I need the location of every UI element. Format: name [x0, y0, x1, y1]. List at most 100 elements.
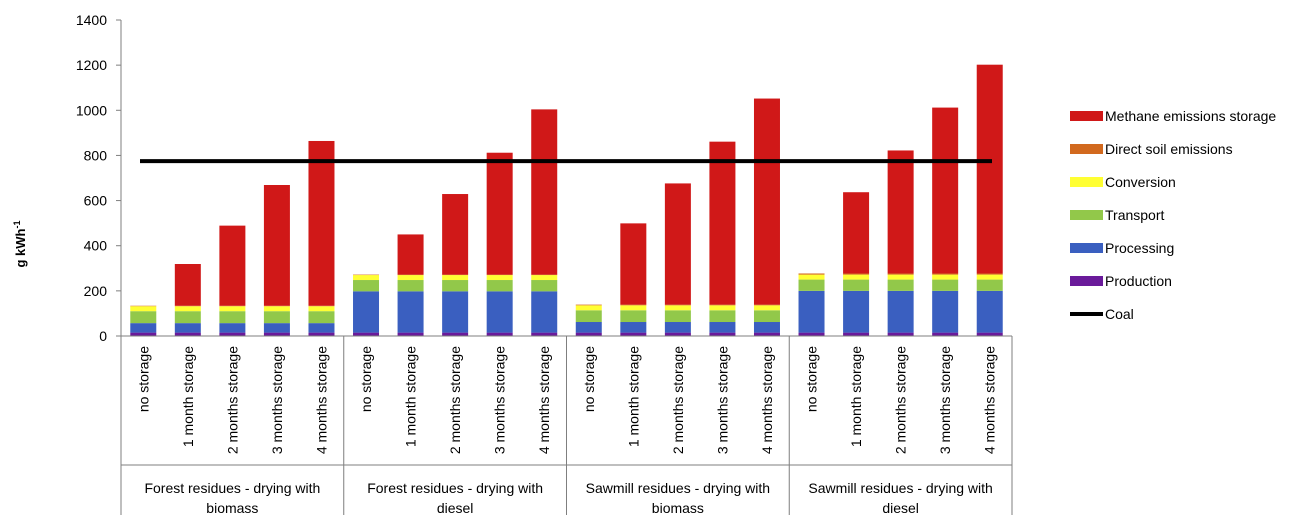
x-category-label: no storage: [135, 346, 151, 412]
bar-segment-methane-emissions-storage: [977, 65, 1003, 274]
legend-swatch-conversion: [1070, 177, 1103, 187]
bar-segment-methane-emissions-storage: [843, 192, 869, 273]
y-tick-label: 200: [84, 283, 108, 299]
bar-segment-production: [576, 333, 602, 336]
y-axis-label: g kWh-1: [12, 220, 28, 267]
bar-segment-conversion: [977, 275, 1003, 280]
legend-label: Processing: [1105, 240, 1174, 256]
x-category-label: 3 months storage: [492, 346, 508, 454]
x-category-label: 4 months storage: [313, 346, 329, 454]
bar-segment-processing: [398, 291, 424, 332]
y-tick-label: 1000: [76, 102, 107, 118]
bar-segment-production: [932, 333, 958, 336]
bar-segment-direct-soil-emissions: [799, 273, 825, 274]
bar-segment-processing: [977, 291, 1003, 333]
y-tick-label: 600: [84, 193, 108, 209]
bar-segment-processing: [264, 323, 290, 332]
bar-segment-transport: [888, 280, 914, 291]
bar-segment-processing: [576, 322, 602, 333]
bar-segment-conversion: [620, 305, 646, 310]
bar-segment-production: [977, 333, 1003, 336]
bar-segment-conversion: [353, 275, 379, 280]
x-category-label: 3 months storage: [714, 346, 730, 454]
bar-segment-conversion: [576, 305, 602, 310]
bar-segment-production: [843, 333, 869, 336]
x-category-label: 2 months storage: [224, 346, 240, 454]
x-category-label: 2 months storage: [447, 346, 463, 454]
bar-segment-methane-emissions-storage: [219, 226, 245, 306]
x-category-label: 1 month storage: [625, 346, 641, 447]
x-category-label: 3 months storage: [937, 346, 953, 454]
bar-segment-production: [175, 333, 201, 336]
bar-segment-methane-emissions-storage: [932, 108, 958, 274]
bar-segment-conversion: [264, 306, 290, 311]
bar-segment-production: [398, 333, 424, 336]
bar-segment-conversion: [665, 305, 691, 310]
bar-segment-methane-emissions-storage: [754, 99, 780, 305]
bar-segment-transport: [264, 311, 290, 323]
bar-segment-direct-soil-emissions: [709, 305, 735, 306]
bar-segment-processing: [843, 291, 869, 333]
x-category-label: 1 month storage: [180, 346, 196, 447]
bar-segment-transport: [219, 311, 245, 323]
bar-segment-production: [130, 333, 156, 336]
x-category-label: 4 months storage: [759, 346, 775, 454]
bar-segment-production: [487, 333, 513, 336]
y-tick-label: 1200: [76, 57, 107, 73]
bar-segment-transport: [398, 280, 424, 291]
bar-segment-methane-emissions-storage: [620, 223, 646, 304]
bar-segment-transport: [665, 310, 691, 322]
bar-segment-direct-soil-emissions: [932, 273, 958, 274]
bar-segment-processing: [353, 291, 379, 332]
bar-segment-transport: [754, 310, 780, 322]
bar-segment-processing: [665, 322, 691, 333]
bar-segment-production: [754, 333, 780, 336]
bar-segment-processing: [888, 291, 914, 333]
bar-segment-production: [264, 333, 290, 336]
bar-segment-transport: [531, 280, 557, 291]
bar-segment-transport: [442, 280, 468, 291]
bar-segment-processing: [175, 323, 201, 332]
bar-segment-conversion: [531, 275, 557, 280]
bar-segment-production: [353, 333, 379, 336]
bar-segment-methane-emissions-storage: [264, 185, 290, 306]
bar-segment-transport: [620, 310, 646, 322]
legend-swatch-production: [1070, 276, 1103, 286]
x-category-label: 4 months storage: [982, 346, 998, 454]
bar-segment-processing: [799, 291, 825, 333]
bar-segment-conversion: [308, 306, 334, 311]
bar-segment-conversion: [175, 306, 201, 311]
bar-segment-processing: [754, 322, 780, 333]
bar-segment-processing: [308, 323, 334, 332]
bar-segment-transport: [353, 280, 379, 291]
y-tick-label: 0: [99, 328, 107, 344]
bar-segment-transport: [308, 311, 334, 323]
bar-segment-transport: [843, 280, 869, 291]
bar-segment-conversion: [888, 275, 914, 280]
bar-segment-conversion: [487, 275, 513, 280]
y-tick-label: 800: [84, 147, 108, 163]
legend-label: Coal: [1105, 306, 1134, 322]
legend-label: Methane emissions storage: [1105, 108, 1276, 124]
bar-segment-production: [888, 333, 914, 336]
bar-segment-conversion: [709, 305, 735, 310]
legend-label: Production: [1105, 273, 1172, 289]
bar-segment-production: [442, 333, 468, 336]
x-category-label: no storage: [804, 346, 820, 412]
bar-segment-production: [531, 333, 557, 336]
bar-segment-production: [219, 333, 245, 336]
legend-swatch-methane-emissions-storage: [1070, 111, 1103, 121]
x-category-label: 4 months storage: [536, 346, 552, 454]
bar-segment-transport: [977, 280, 1003, 291]
x-category-label: 1 month storage: [403, 346, 419, 447]
bar-segment-methane-emissions-storage: [709, 142, 735, 305]
x-category-label: 2 months storage: [670, 346, 686, 454]
bar-segment-methane-emissions-storage: [175, 264, 201, 306]
bar-segment-conversion: [843, 275, 869, 280]
